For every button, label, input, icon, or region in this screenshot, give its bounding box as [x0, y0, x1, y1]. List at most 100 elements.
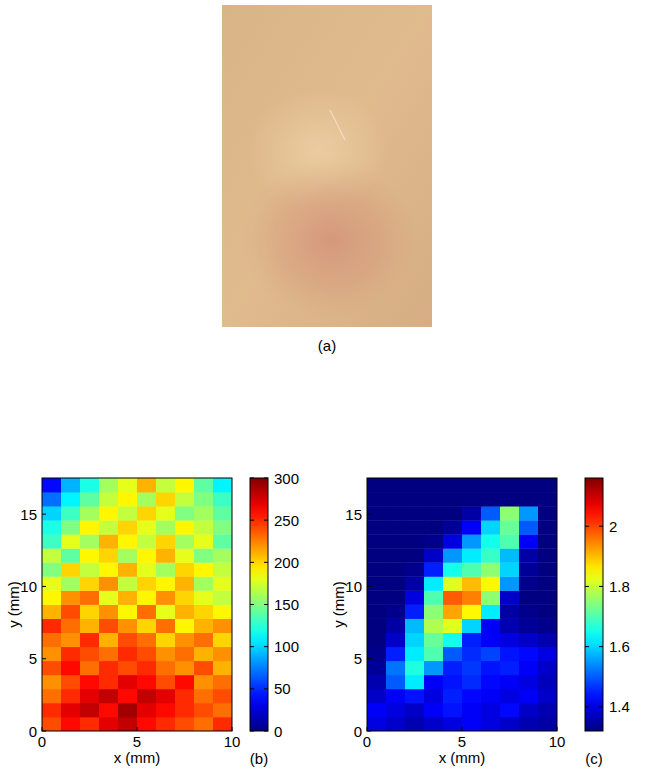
- page: {"photo": {"caption": "(a)"}, "chart_dat…: [0, 0, 647, 769]
- cell: [424, 562, 443, 576]
- cell: [61, 689, 80, 703]
- cell: [194, 534, 213, 548]
- cell: [538, 478, 557, 492]
- cell: [519, 576, 538, 590]
- cell: [99, 534, 118, 548]
- cell: [462, 520, 481, 534]
- colorbar-tick: [264, 604, 268, 605]
- cell: [175, 661, 194, 675]
- cell: [424, 703, 443, 717]
- cell: [367, 506, 386, 520]
- y-tick-label: 15: [345, 506, 362, 523]
- cell: [424, 633, 443, 647]
- cell: [424, 675, 443, 689]
- cell: [519, 647, 538, 661]
- cell: [99, 661, 118, 675]
- cell: [443, 661, 462, 675]
- colorbar-tick: [264, 646, 268, 647]
- x-tick: [137, 727, 138, 731]
- cell: [213, 478, 232, 492]
- cell: [500, 675, 519, 689]
- cell: [99, 703, 118, 717]
- cell: [462, 506, 481, 520]
- cell: [99, 717, 118, 731]
- cell: [443, 633, 462, 647]
- cell: [424, 534, 443, 548]
- cell: [42, 689, 61, 703]
- cell: [61, 647, 80, 661]
- cell: [443, 703, 462, 717]
- skin: [222, 5, 432, 327]
- cell: [99, 675, 118, 689]
- colorbar-tick: [250, 520, 254, 521]
- cell: [213, 534, 232, 548]
- scratch: [330, 110, 345, 140]
- cell: [443, 562, 462, 576]
- colorbar-tick-label: 250: [274, 512, 299, 529]
- cell: [519, 605, 538, 619]
- cell: [80, 492, 99, 506]
- cell: [99, 689, 118, 703]
- cell: [42, 576, 61, 590]
- cell: [61, 703, 80, 717]
- cell: [213, 633, 232, 647]
- cell: [137, 619, 156, 633]
- cell: [61, 534, 80, 548]
- cell: [194, 478, 213, 492]
- cell: [61, 633, 80, 647]
- cell: [500, 590, 519, 604]
- cell: [481, 647, 500, 661]
- cell: [367, 703, 386, 717]
- y-tick-label: 10: [345, 578, 362, 595]
- cell: [156, 717, 175, 731]
- cells: [42, 478, 232, 731]
- colorbar-tick: [599, 526, 603, 527]
- x-tick-label: 0: [38, 733, 46, 750]
- cell: [137, 590, 156, 604]
- cell: [386, 590, 405, 604]
- cell: [481, 619, 500, 633]
- cell: [175, 689, 194, 703]
- cell: [481, 534, 500, 548]
- cell: [42, 590, 61, 604]
- cell: [61, 661, 80, 675]
- cell: [405, 689, 424, 703]
- cell: [519, 619, 538, 633]
- cell: [99, 492, 118, 506]
- cell: [156, 689, 175, 703]
- cell: [80, 689, 99, 703]
- y-axis-title: y (mm): [5, 581, 22, 628]
- cell: [80, 605, 99, 619]
- cell: [61, 478, 80, 492]
- cell: [424, 548, 443, 562]
- y-tick: [367, 586, 371, 587]
- cell: [213, 562, 232, 576]
- cell: [538, 492, 557, 506]
- cell: [424, 661, 443, 675]
- cell: [481, 590, 500, 604]
- cell: [175, 562, 194, 576]
- cell: [137, 478, 156, 492]
- cell: [42, 562, 61, 576]
- cell: [99, 520, 118, 534]
- cell: [194, 675, 213, 689]
- cell: [443, 478, 462, 492]
- cell: [156, 506, 175, 520]
- cell: [500, 689, 519, 703]
- colorbar-tick: [264, 562, 268, 563]
- cell: [137, 605, 156, 619]
- cell: [61, 548, 80, 562]
- cell: [500, 633, 519, 647]
- cell: [462, 703, 481, 717]
- cell: [481, 703, 500, 717]
- cell: [367, 590, 386, 604]
- cell: [137, 675, 156, 689]
- cell: [118, 605, 137, 619]
- cell: [443, 717, 462, 731]
- cell: [538, 534, 557, 548]
- cell: [80, 717, 99, 731]
- cell: [137, 661, 156, 675]
- cell: [500, 717, 519, 731]
- cell: [80, 520, 99, 534]
- y-tick-label: 5: [354, 650, 362, 667]
